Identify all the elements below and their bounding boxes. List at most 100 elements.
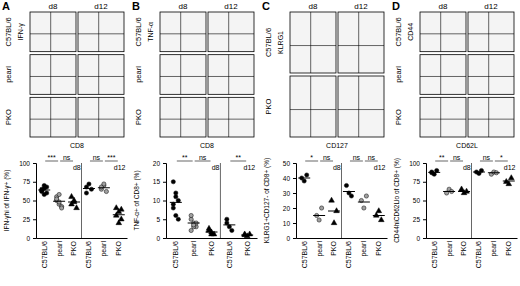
panel: Bd8d12C57BL/6pearlPKOTNF-αCD805101520TNF… [132,0,258,268]
flow-plot-frame [208,12,254,52]
y-tick-label: 25 [23,216,31,223]
x-tick: pearl [490,238,498,257]
data-point [71,199,77,204]
flow-gate [78,76,124,77]
mean-line [38,190,50,191]
mean-line [241,235,253,236]
significance-bar [435,161,448,162]
mean-line [313,215,325,216]
y-tick: 25 [23,216,36,223]
flow-plot-frame [160,55,206,95]
x-tick: C57BL/6 [172,238,179,268]
flow-gate [180,12,181,52]
x-tick-label: PKO [208,240,215,255]
y-tick-label: 40 [283,175,291,182]
data-point [331,220,337,225]
significance-bar [350,161,363,162]
mean-line [488,172,500,173]
y-tick: 50 [283,160,296,167]
y-tick-mark [33,219,36,220]
y-tick: 100 [19,160,36,167]
y-tick-mark [293,208,296,209]
panel: Cd8d12C57BL/6PKOKLRG1CD12701020304050KLR… [262,0,388,268]
flow-gate [488,12,489,52]
y-tick-label: 50 [413,197,421,204]
flow-plot-frame [290,12,336,73]
x-tick: PKO [330,238,337,256]
x-tick: pearl [100,238,108,257]
y-tick: 20 [153,160,166,167]
flow-y-label: CD44 [407,23,414,41]
flow-gate [290,109,336,110]
flow-gate [30,76,76,77]
flow-gate [468,119,514,120]
flow-row-label: PKO [394,109,403,125]
flow-row-label: pearl [394,66,403,83]
y-tick-label: 50 [283,160,291,167]
x-tick-label: pearl [360,241,368,257]
flow-gate [468,76,514,77]
data-point [378,217,384,222]
y-tick-mark [293,193,296,194]
flow-row-label: PKO [4,109,13,125]
data-point [171,180,175,184]
y-axis-line [163,164,167,239]
figure: Ad8d12C57BL/6pearlPKOIFN-γCD80255075100I… [0,0,520,286]
significance-label: ** [439,154,445,161]
data-point [362,206,366,210]
flow-plot-frame [30,97,76,137]
flow-gate [358,76,359,137]
group-label: d12 [244,164,256,171]
y-tick-mark [423,163,426,164]
flow-plot-frame [468,97,514,137]
group-label: d12 [114,164,126,171]
x-axis: C57BL/6pearlPKOC57BL/6pearlPKO [297,238,388,268]
flow-gate [440,12,441,52]
x-tick: C57BL/6 [345,238,352,268]
x-axis-line [427,238,518,239]
significance-label: ns [453,154,461,161]
flow-gate [228,55,229,95]
flow-gate [50,55,51,95]
flow-gate [420,33,466,34]
y-tick-mark [293,163,296,164]
mean-line [428,172,440,173]
y-tick-mark [293,178,296,179]
mean-line [206,232,218,233]
y-tick: 75 [413,178,426,185]
y-tick-mark [163,219,166,220]
y-axis-title: IFN-γhi of IFN-γ+ (%) [3,170,11,232]
flow-plot-frame [78,55,124,95]
y-tick-label: 30 [283,190,291,197]
flow-column-label: d12 [354,2,368,11]
significance-bar [195,161,211,162]
y-axis-title: TNF-α+ of CD8+ (%) [133,170,141,230]
mean-line [358,202,370,203]
y-axis: 0255075100 [19,160,36,242]
flow-gate [208,33,254,34]
significance-bar [177,161,193,162]
data-point [373,212,379,217]
y-tick-mark [423,201,426,202]
y-axis: 01020304050 [283,160,297,242]
group-label: d12 [504,164,516,171]
data-point [113,205,119,210]
significance-label: ns [199,154,207,161]
flow-gate [440,97,441,137]
y-tick-label: 10 [283,220,291,227]
flow-x-label: CD62L [456,142,478,149]
flow-column-label: d8 [439,2,448,11]
mean-line [68,202,80,203]
data-point [116,220,122,225]
data-point [89,187,93,191]
y-tick: 20 [283,205,296,212]
x-tick-label: C57BL/6 [431,241,438,268]
significance-label: ns [323,154,331,161]
data-point [57,192,61,196]
mean-line [83,188,95,189]
data-point [320,206,324,210]
y-tick-label: 20 [283,205,291,212]
x-axis: C57BL/6pearlPKOC57BL/6pearlPKO [427,238,518,268]
significance-bar [480,161,493,162]
flow-gate [160,76,206,77]
